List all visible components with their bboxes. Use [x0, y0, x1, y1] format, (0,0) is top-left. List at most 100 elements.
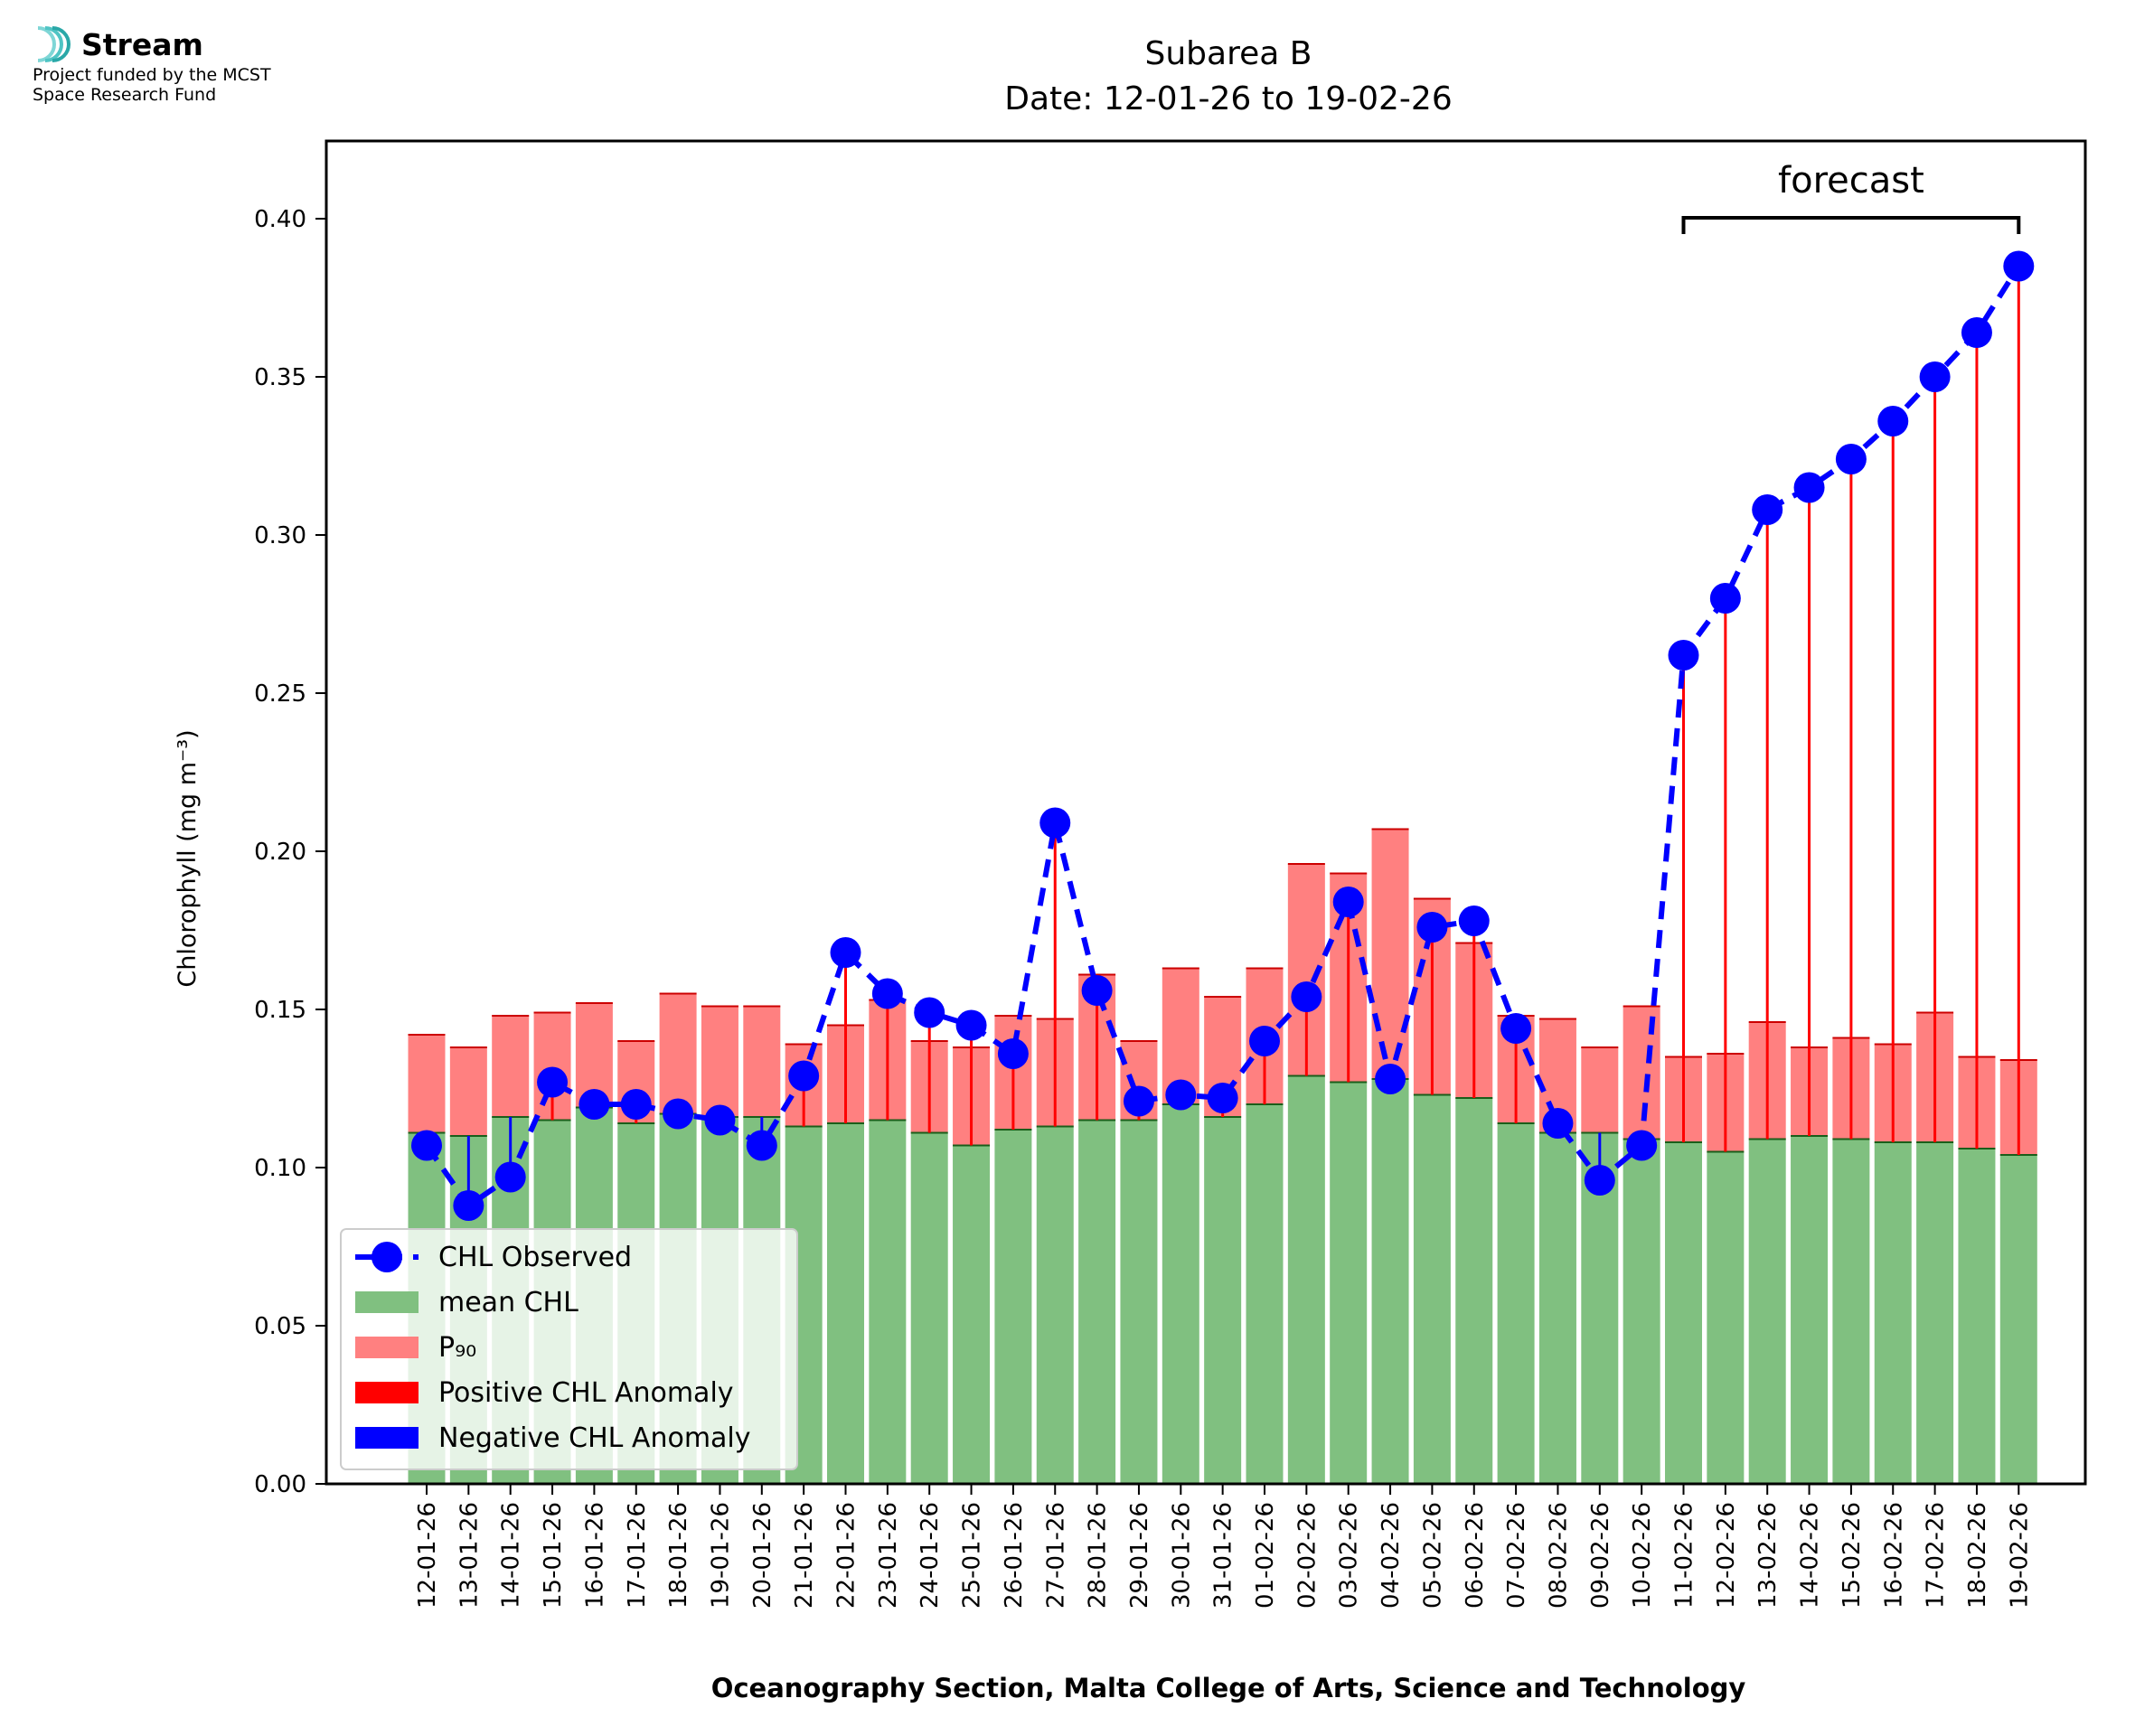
mean-bar: [910, 1132, 948, 1484]
observed-point: [1291, 981, 1322, 1012]
mean-bar: [994, 1130, 1032, 1484]
x-tick-label: 13-02-26: [1754, 1502, 1782, 1609]
observed-point: [2003, 250, 2035, 282]
mean-bar: [1791, 1136, 1829, 1484]
legend-swatch: [355, 1291, 419, 1313]
logo-funding-line-1: Project funded by the MCST: [33, 65, 271, 85]
x-tick-label: 17-01-26: [624, 1502, 651, 1609]
observed-point: [578, 1089, 610, 1120]
observed-point: [1626, 1130, 1658, 1161]
observed-point: [620, 1089, 652, 1120]
x-tick-label: 28-01-26: [1085, 1502, 1112, 1609]
x-tick-label: 30-01-26: [1168, 1502, 1195, 1609]
observed-point: [914, 997, 945, 1028]
observed-point: [1835, 444, 1867, 474]
x-tick-label: 10-02-26: [1629, 1502, 1656, 1609]
observed-point: [1709, 583, 1741, 614]
x-tick-label: 19-01-26: [707, 1502, 734, 1609]
mean-bar: [1036, 1126, 1074, 1484]
observed-point: [494, 1161, 526, 1193]
mean-bar: [1371, 1079, 1409, 1484]
observed-point: [830, 937, 861, 968]
mean-bar: [1204, 1117, 1242, 1484]
forecast-label: forecast: [1778, 160, 1924, 202]
mean-bar: [1287, 1075, 1325, 1484]
x-tick-label: 08-02-26: [1545, 1502, 1572, 1609]
observed-point: [997, 1038, 1029, 1069]
y-axis-label: Chlorophyll (mg m⁻³): [174, 729, 202, 987]
mean-bar: [1120, 1120, 1158, 1484]
p90-bar: [449, 1047, 487, 1136]
mean-bar: [953, 1145, 991, 1484]
observed-point: [1207, 1083, 1238, 1113]
p90-bar: [408, 1035, 446, 1133]
x-tick-label: 04-02-26: [1378, 1502, 1405, 1609]
mean-bar: [1538, 1132, 1576, 1484]
x-tick-label: 16-01-26: [581, 1502, 608, 1609]
mean-bar: [1623, 1139, 1660, 1484]
mean-bar: [1958, 1149, 1996, 1484]
y-tick-label: 0.35: [254, 364, 306, 391]
observed-point: [1500, 1013, 1532, 1044]
observed-point: [1123, 1085, 1154, 1117]
legend-label: Positive CHL Anomaly: [438, 1377, 734, 1409]
observed-point: [1584, 1165, 1615, 1196]
x-tick-label: 09-02-26: [1587, 1502, 1614, 1609]
x-tick-label: 13-01-26: [456, 1502, 483, 1609]
y-tick-label: 0.05: [254, 1313, 306, 1340]
observed-point: [1961, 317, 1992, 348]
p90-bar: [1371, 829, 1409, 1079]
x-tick-label: 26-01-26: [1001, 1502, 1028, 1609]
x-tick-label: 27-01-26: [1042, 1502, 1069, 1609]
observed-point: [1919, 361, 1951, 392]
x-tick-label: 03-02-26: [1336, 1502, 1363, 1609]
p90-bar: [492, 1016, 530, 1117]
y-tick-label: 0.15: [254, 997, 306, 1024]
x-tick-label: 23-01-26: [875, 1502, 902, 1609]
observed-point: [411, 1130, 442, 1161]
observed-point: [453, 1190, 484, 1221]
observed-point: [1793, 472, 1825, 503]
x-tick-label: 06-02-26: [1462, 1502, 1489, 1609]
x-tick-label: 14-01-26: [498, 1502, 525, 1609]
mean-bar: [1455, 1098, 1493, 1484]
stream-waves-icon: [37, 26, 71, 62]
x-tick-label: 18-02-26: [1964, 1502, 1991, 1609]
mean-bar: [1078, 1120, 1116, 1484]
observed-point: [1542, 1108, 1574, 1139]
forecast-bracket: forecast: [1681, 160, 2021, 234]
mean-bar: [1665, 1142, 1702, 1484]
observed-point: [1165, 1079, 1197, 1111]
x-tick-label: 07-02-26: [1503, 1502, 1530, 1609]
x-tick-label: 02-02-26: [1293, 1502, 1321, 1609]
y-tick-label: 0.30: [254, 522, 306, 549]
mean-bar: [1832, 1139, 1870, 1484]
observed-point: [704, 1104, 736, 1136]
forecast-bracket-line: [1681, 216, 2021, 234]
mean-bar: [1413, 1094, 1451, 1484]
x-tick-label: 17-02-26: [1923, 1502, 1950, 1609]
x-tick-label: 16-02-26: [1880, 1502, 1907, 1609]
x-tick-label: 22-01-26: [833, 1502, 861, 1609]
observed-point: [1416, 912, 1448, 943]
y-tick-label: 0.40: [254, 206, 306, 233]
chart-subtitle: Date: 12-01-26 to 19-02-26: [1004, 80, 1452, 117]
x-tick-label: 11-02-26: [1671, 1502, 1698, 1609]
y-tick-label: 0.10: [254, 1155, 306, 1182]
y-tick-label: 0.20: [254, 839, 306, 866]
observed-point: [537, 1066, 569, 1098]
observed-point: [955, 1009, 987, 1041]
x-tick-label: 25-01-26: [959, 1502, 986, 1609]
mean-bar: [869, 1120, 907, 1484]
mean-bar: [1162, 1104, 1199, 1484]
legend-swatch: [355, 1382, 419, 1403]
x-axis-label: Oceanography Section, Malta College of A…: [711, 1673, 1746, 1703]
mean-bar: [827, 1123, 864, 1484]
legend-observed-marker: [372, 1242, 402, 1272]
logo-name: Stream: [81, 26, 203, 62]
x-tick-label: 15-01-26: [540, 1502, 567, 1609]
legend-swatch: [355, 1337, 419, 1358]
observed-point: [1249, 1026, 1280, 1056]
observed-point: [1877, 406, 1909, 436]
